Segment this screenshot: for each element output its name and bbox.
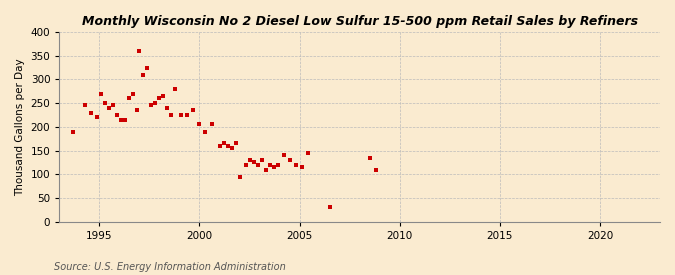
Point (284, 158, 295, 162)
Point (218, 141, 229, 146)
Point (222, 144, 233, 148)
Point (142, 65, 153, 70)
Point (154, 96, 165, 101)
Point (138, 72, 148, 77)
Point (206, 122, 217, 127)
Point (176, 113, 187, 117)
Point (86, 110, 97, 115)
Point (100, 101, 111, 105)
Point (260, 167, 271, 172)
Y-axis label: Thousand Gallons per Day: Thousand Gallons per Day (15, 58, 25, 196)
Point (108, 103, 119, 108)
Point (124, 96, 135, 101)
Point (240, 163, 251, 167)
Point (188, 108, 199, 112)
Point (290, 163, 301, 167)
Point (278, 153, 289, 158)
Point (132, 108, 143, 112)
Point (214, 144, 225, 148)
Point (162, 106, 173, 110)
Point (182, 113, 193, 117)
Point (146, 103, 157, 108)
Point (96, 91, 107, 96)
Point (296, 165, 307, 169)
Title: Monthly Wisconsin No 2 Diesel Low Sulfur 15-500 ppm Retail Sales by Refiners: Monthly Wisconsin No 2 Diesel Low Sulfur… (82, 15, 638, 28)
Point (92, 115, 103, 120)
Point (230, 141, 241, 146)
Point (200, 129, 211, 134)
Point (364, 155, 375, 160)
Point (128, 91, 139, 96)
Point (324, 205, 335, 210)
Point (194, 122, 205, 127)
Text: Source: U.S. Energy Information Administration: Source: U.S. Energy Information Administ… (54, 262, 286, 272)
Point (104, 106, 115, 110)
Point (264, 163, 275, 167)
Point (134, 49, 145, 53)
Point (252, 163, 263, 167)
Point (256, 158, 267, 162)
Point (166, 113, 177, 117)
Point (120, 117, 131, 122)
Point (150, 101, 161, 105)
Point (158, 94, 169, 98)
Point (268, 165, 279, 169)
Point (371, 167, 381, 172)
Point (116, 117, 127, 122)
Point (80, 103, 90, 108)
Point (302, 151, 313, 155)
Point (112, 113, 123, 117)
Point (272, 163, 283, 167)
Point (170, 87, 181, 91)
Point (68, 129, 79, 134)
Point (226, 146, 237, 150)
Point (244, 158, 255, 162)
Point (234, 174, 245, 179)
Point (248, 160, 259, 165)
